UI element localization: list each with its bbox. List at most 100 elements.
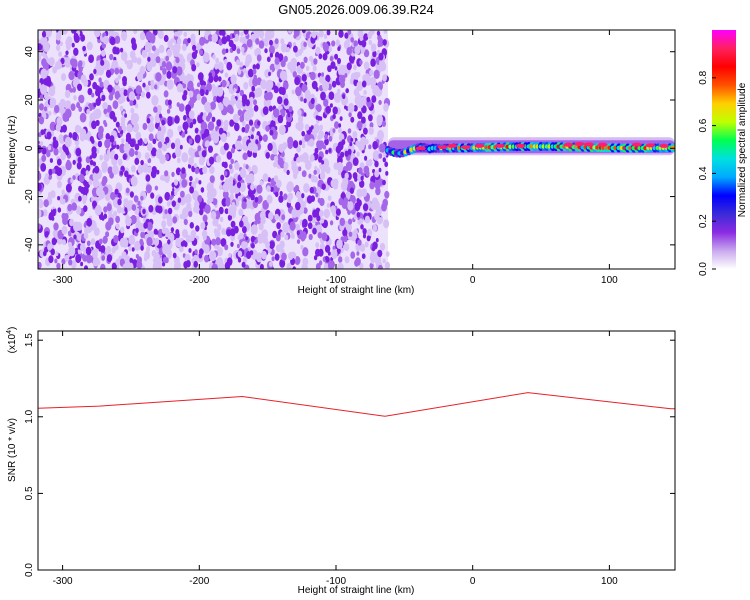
noise-speckle	[217, 61, 224, 71]
noise-speckle	[226, 257, 233, 266]
noise-speckle	[156, 104, 162, 113]
noise-speckle	[194, 151, 199, 158]
noise-speckle	[288, 30, 292, 34]
noise-speckle	[110, 68, 115, 74]
noise-speckle	[170, 142, 176, 150]
noise-speckle	[310, 174, 316, 183]
noise-speckle	[307, 140, 311, 146]
noise-speckle	[212, 198, 218, 206]
noise-speckle	[103, 108, 108, 115]
noise-speckle	[326, 30, 331, 36]
noise-speckle	[359, 243, 366, 252]
noise-speckle	[236, 59, 240, 66]
noise-speckle	[304, 133, 310, 142]
noise-speckle	[250, 134, 254, 140]
noise-speckle	[292, 140, 299, 149]
noise-speckle	[382, 157, 386, 163]
noise-speckle	[130, 37, 136, 46]
noise-speckle	[119, 68, 124, 75]
noise-speckle	[293, 45, 298, 53]
noise-speckle	[346, 62, 352, 71]
noise-speckle	[384, 161, 389, 168]
noise-speckle	[267, 177, 271, 183]
noise-speckle	[262, 200, 269, 210]
noise-speckle	[194, 177, 199, 184]
noise-speckle	[38, 116, 45, 125]
noise-speckle	[106, 254, 113, 263]
spectrogram-x-label: Height of straight line (km)	[298, 285, 415, 296]
noise-speckle	[334, 53, 339, 60]
noise-speckle	[216, 246, 223, 257]
noise-speckle	[301, 170, 307, 178]
noise-speckle	[151, 45, 156, 52]
noise-speckle	[38, 223, 41, 230]
noise-speckle	[199, 248, 204, 256]
noise-speckle	[93, 102, 97, 108]
noise-speckle	[264, 48, 268, 54]
noise-speckle	[317, 134, 322, 141]
noise-speckle	[188, 156, 195, 166]
noise-speckle	[372, 141, 378, 150]
noise-speckle	[274, 57, 280, 65]
noise-speckle	[324, 138, 329, 146]
noise-speckle	[239, 168, 247, 179]
noise-speckle	[331, 40, 336, 47]
noise-speckle	[59, 41, 63, 47]
noise-speckle	[378, 52, 384, 61]
noise-speckle	[123, 143, 130, 153]
noise-speckle	[140, 195, 144, 201]
noise-speckle	[130, 214, 137, 225]
noise-speckle	[57, 196, 61, 201]
noise-speckle	[242, 67, 247, 74]
noise-speckle	[134, 240, 141, 251]
noise-speckle	[41, 154, 47, 162]
noise-speckle	[101, 255, 106, 261]
snr-multiplier: (x104)	[6, 327, 18, 354]
noise-speckle	[287, 61, 293, 71]
noise-speckle	[43, 250, 47, 257]
noise-speckle	[73, 221, 80, 232]
noise-speckle	[301, 130, 306, 137]
noise-speckle	[265, 82, 272, 92]
noise-speckle	[94, 108, 102, 119]
noise-speckle	[140, 159, 144, 166]
noise-speckle	[166, 143, 170, 149]
noise-speckle	[182, 121, 189, 131]
noise-speckle	[191, 39, 196, 47]
noise-speckle	[349, 187, 355, 194]
noise-speckle	[385, 171, 389, 176]
noise-speckle	[218, 127, 224, 135]
noise-speckle	[38, 112, 42, 118]
noise-speckle	[262, 134, 268, 143]
noise-speckle	[334, 121, 339, 129]
noise-speckle	[38, 261, 42, 269]
noise-speckle	[91, 120, 97, 130]
noise-speckle	[363, 165, 370, 175]
noise-speckle	[274, 130, 278, 137]
noise-speckle	[48, 111, 52, 116]
noise-speckle	[241, 94, 248, 103]
noise-speckle	[303, 207, 308, 214]
noise-speckle	[364, 241, 369, 248]
noise-speckle	[193, 206, 198, 213]
noise-speckle	[184, 129, 188, 135]
noise-speckle	[195, 225, 200, 232]
noise-speckle	[339, 217, 346, 227]
noise-speckle	[347, 105, 351, 111]
noise-speckle	[239, 89, 244, 97]
noise-speckle	[289, 221, 296, 231]
noise-speckle	[184, 193, 192, 204]
noise-speckle	[275, 234, 281, 242]
noise-speckle	[254, 196, 259, 203]
noise-speckle	[338, 197, 344, 206]
noise-speckle	[370, 43, 377, 52]
noise-speckle	[225, 80, 230, 87]
noise-speckle	[194, 134, 201, 144]
noise-speckle	[193, 163, 197, 168]
noise-speckle	[268, 105, 273, 112]
noise-speckle	[108, 30, 115, 38]
noise-speckle	[129, 50, 136, 59]
noise-speckle	[384, 261, 390, 269]
noise-speckle	[86, 108, 90, 115]
noise-speckle	[269, 240, 275, 250]
